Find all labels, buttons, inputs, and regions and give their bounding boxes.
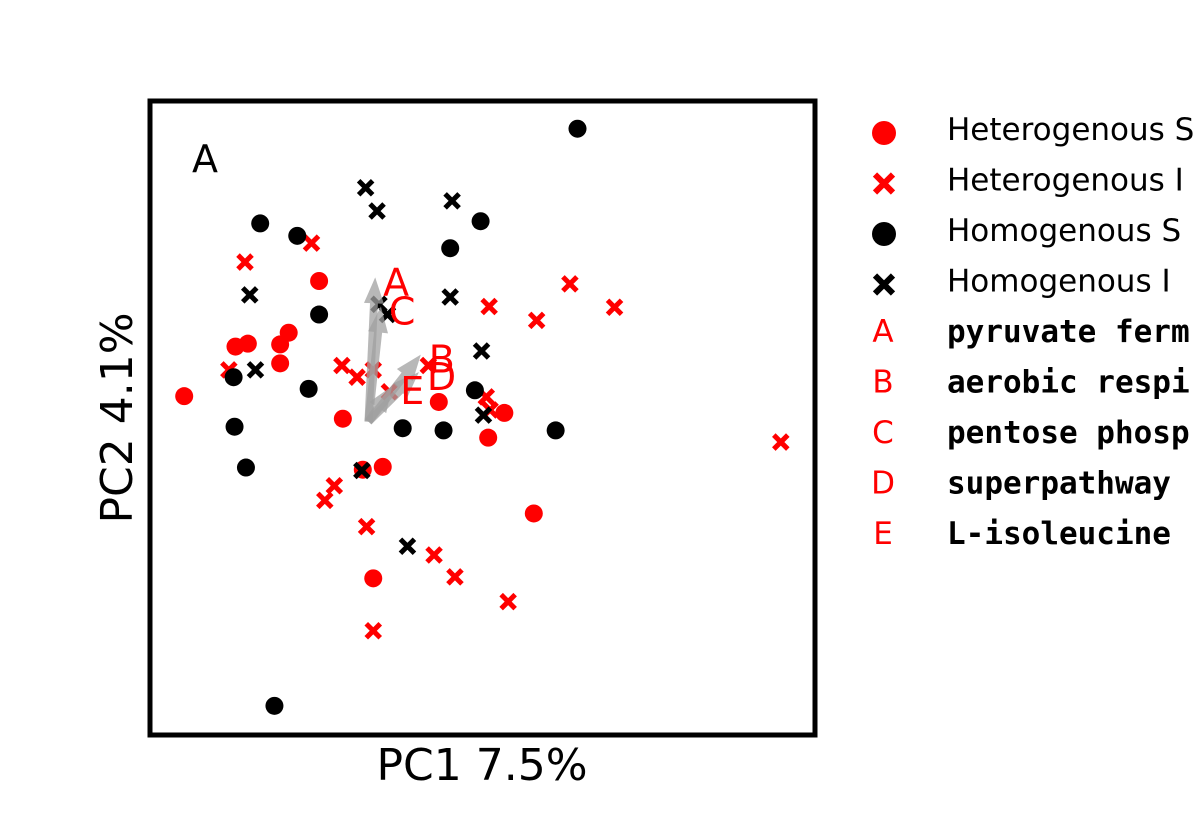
data-point-x [364, 622, 383, 640]
series-1 [220, 234, 790, 640]
loading-arrow-layer [364, 277, 421, 425]
loading-arrow-C [364, 306, 388, 423]
data-point-x [302, 234, 321, 252]
legend-entry-label: Homogenous I [947, 264, 1171, 300]
marker-layer [175, 119, 790, 715]
data-point-x [419, 356, 438, 375]
data-point-circle [568, 119, 587, 138]
loading-arrow-label-B: B [429, 338, 455, 382]
data-point-circle [429, 392, 448, 411]
data-point-circle [393, 419, 412, 438]
x-axis-title: PC1 7.5% [376, 740, 587, 791]
data-point-circle [373, 457, 392, 476]
data-point-x [240, 286, 259, 304]
data-point-x [246, 361, 265, 379]
data-point-x [446, 568, 464, 586]
data-point-circle [310, 271, 329, 290]
data-point-circle [471, 212, 490, 231]
data-point-x [348, 368, 366, 386]
data-point-circle [279, 323, 298, 342]
legend-vector-pathway: aerobic respi [947, 365, 1190, 401]
data-point-circle [465, 381, 484, 400]
data-point-x [443, 192, 461, 210]
data-point-x [353, 461, 371, 480]
legend-vector-pathway: superpathway [947, 466, 1171, 502]
legend-entry-label: Homogenous S [947, 213, 1181, 249]
data-point-x [561, 275, 579, 293]
legend-vector-letter: C [872, 415, 894, 451]
y-axis-title: PC2 4.1% [92, 312, 143, 523]
data-point-circle [495, 403, 514, 422]
data-point-circle [288, 226, 307, 245]
data-point-circle [546, 421, 565, 440]
loading-arrow-label-E: E [400, 369, 424, 413]
plot-frame [147, 98, 818, 738]
legend-entry-label: Heterogenous S [947, 112, 1194, 148]
data-point-x [474, 406, 493, 424]
legend-vector-pathway: L-isoleucine [947, 516, 1171, 552]
panel-label: A [192, 137, 218, 181]
data-point-x [316, 491, 334, 510]
legend-vector-letter: E [873, 516, 893, 552]
data-point-circle [271, 354, 290, 373]
data-point-x [499, 592, 517, 611]
data-point-circle [434, 421, 453, 440]
loading-arrow-label-D: D [427, 355, 456, 399]
data-point-circle [238, 334, 257, 353]
legend-vector-letter: D [871, 466, 895, 502]
data-point-x [425, 546, 443, 564]
legend-marker [872, 222, 896, 246]
legend: Heterogenous S Heterogenous I Homogenous S… [871, 112, 1194, 552]
legend-entry-label: Heterogenous I [947, 163, 1184, 199]
data-point-x [605, 298, 624, 316]
data-point-circle [441, 239, 460, 258]
data-point-x [772, 433, 790, 451]
data-point-circle [299, 379, 318, 398]
data-point-x [441, 288, 459, 306]
legend-vector-pathway: pentose phosp [947, 415, 1190, 451]
legend-vector-letter: A [872, 314, 893, 350]
data-point-x [398, 537, 417, 556]
data-point-circle [333, 409, 352, 428]
data-point-circle [236, 458, 255, 477]
data-point-x [356, 178, 375, 197]
series-2 [224, 119, 587, 715]
legend-vector-letter: B [872, 365, 893, 401]
series-3 [240, 178, 493, 556]
data-point-x [480, 297, 498, 316]
data-point-circle [175, 387, 194, 406]
data-point-x [236, 253, 254, 271]
data-point-x [325, 477, 344, 495]
data-point-circle [224, 368, 243, 387]
data-point-circle [364, 569, 383, 588]
data-point-circle [251, 214, 270, 233]
data-point-circle [310, 305, 329, 324]
data-point-x [368, 202, 386, 220]
data-point-circle [479, 428, 498, 447]
legend-marker [872, 172, 896, 195]
data-point-x [333, 356, 351, 375]
loading-arrow-E [365, 385, 393, 424]
loading-arrow-label-C: C [389, 290, 416, 334]
legend-marker [872, 121, 896, 145]
legend-marker [872, 273, 896, 296]
data-point-x [357, 517, 376, 536]
legend-vector-pathway: pyruvate ferm [947, 314, 1190, 350]
loading-arrow-label-A: A [383, 260, 409, 304]
data-point-circle [524, 504, 543, 523]
data-point-circle [225, 417, 244, 436]
data-point-x [527, 311, 546, 330]
data-point-circle [265, 696, 284, 715]
data-point-x [472, 342, 491, 360]
